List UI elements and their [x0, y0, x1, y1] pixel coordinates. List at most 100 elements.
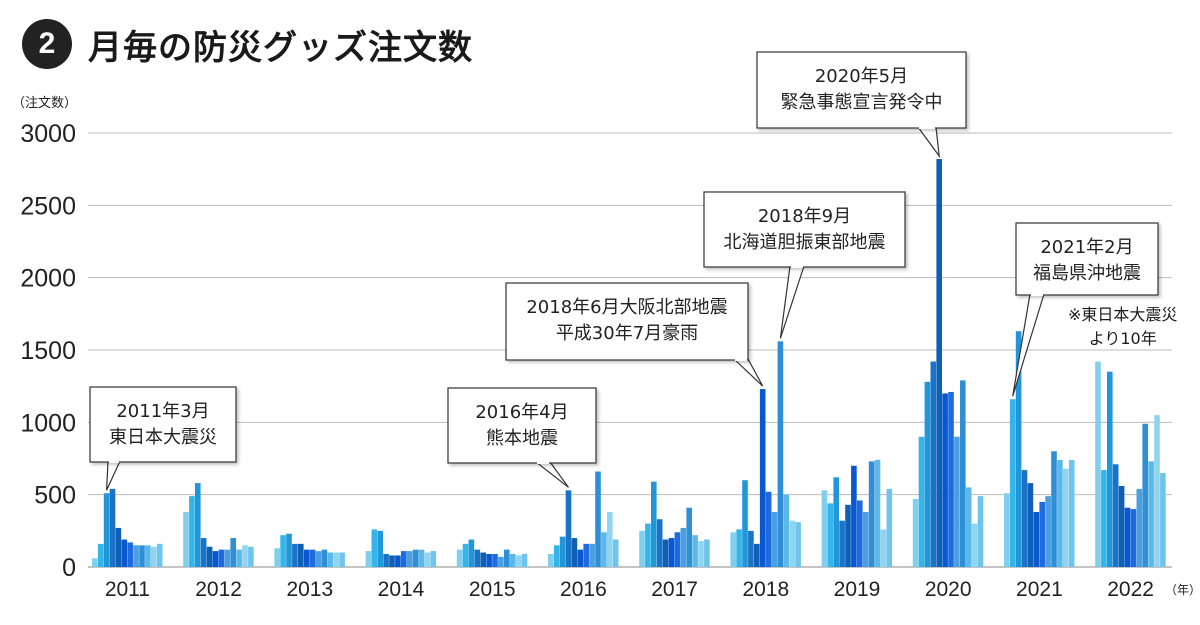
bar-2022-6: [1124, 507, 1131, 567]
bar-2017-10: [692, 535, 698, 567]
bar-2017-5: [662, 539, 669, 567]
y-tick-label: 1500: [20, 337, 76, 365]
y-tick-label: 2500: [20, 192, 76, 220]
bar-2012-10: [236, 549, 242, 567]
bar-2013-9: [321, 549, 328, 567]
bar-2012-7: [218, 549, 225, 567]
bar-2020-10: [965, 487, 972, 567]
bar-2019-6: [851, 465, 857, 567]
bar-2011-9: [139, 545, 145, 567]
bar-2020-1: [912, 499, 919, 567]
bar-2013-11: [333, 552, 339, 567]
x-tick-label: 2012: [195, 578, 242, 601]
bar-2018-8: [771, 512, 778, 567]
bar-2017-1: [639, 530, 645, 567]
bar-2015-2: [462, 543, 469, 567]
bar-2014-12: [430, 551, 437, 567]
bar-2013-7: [309, 549, 316, 567]
bar-2019-9: [868, 461, 875, 567]
callout-pointer: [779, 265, 805, 339]
bar-2016-2: [553, 545, 560, 567]
bar-2017-4: [656, 519, 663, 567]
bar-2017-8: [680, 527, 687, 567]
x-tick-label: 2018: [742, 578, 789, 601]
bar-2022-9: [1142, 423, 1148, 567]
bar-2017-9: [686, 507, 692, 567]
bar-2011-8: [133, 545, 139, 567]
bar-2016-8: [589, 543, 595, 567]
bar-2013-6: [303, 549, 310, 567]
bar-2022-12: [1160, 472, 1166, 567]
bar-2018-4: [748, 530, 754, 567]
bar-2013-3: [286, 533, 292, 567]
callout-box: [89, 386, 237, 463]
bar-2021-7: [1039, 501, 1045, 567]
bar-2014-7: [401, 551, 407, 567]
bar-2013-8: [315, 551, 322, 567]
annotation-note: ※東日本大震災 より10年: [1068, 303, 1177, 351]
bar-2011-5: [115, 527, 122, 567]
annotation-text: 2018年6月大阪北部地震: [526, 297, 727, 318]
x-tick-label: 2019: [834, 578, 881, 601]
bar-2021-1: [1004, 493, 1010, 567]
bar-2014-10: [418, 549, 425, 567]
bar-2017-11: [698, 540, 704, 567]
bar-2016-10: [601, 532, 607, 567]
bar-2015-4: [474, 549, 481, 567]
bar-2012-11: [242, 545, 248, 567]
x-axis-unit: （年）: [1165, 583, 1200, 597]
y-tick-label: 3000: [20, 120, 76, 148]
bar-2019-11: [880, 529, 887, 567]
chart-header: 2 月毎の防災グッズ注文数: [22, 18, 473, 70]
bar-2020-5: [936, 159, 942, 568]
bar-2014-3: [377, 530, 383, 567]
x-tick-label: 2015: [469, 578, 516, 601]
bar-2022-11: [1154, 415, 1160, 567]
x-tick-label: 2017: [651, 578, 698, 601]
bar-2017-3: [651, 481, 657, 567]
bar-2012-3: [195, 483, 201, 567]
bar-2011-4: [109, 488, 116, 567]
bar-2018-7: [765, 491, 772, 567]
bar-2012-9: [230, 538, 236, 567]
y-tick-label: 0: [62, 554, 76, 582]
bar-2018-2: [736, 529, 742, 567]
bar-2015-8: [498, 556, 504, 567]
bar-2012-6: [212, 551, 219, 567]
annotation-text: 福島県沖地震: [1033, 263, 1141, 284]
bar-2018-11: [789, 520, 795, 567]
bar-2015-7: [492, 553, 498, 567]
bar-2019-3: [833, 477, 839, 567]
bar-2016-5: [571, 538, 578, 567]
bar-2011-7: [127, 542, 133, 567]
y-tick-label: 500: [34, 482, 76, 510]
bar-2017-12: [704, 539, 710, 567]
bar-2022-3: [1107, 371, 1113, 567]
bar-2021-2: [1009, 399, 1016, 567]
bar-2016-7: [583, 543, 589, 567]
bar-2016-1: [548, 553, 554, 567]
bar-2015-1: [456, 549, 463, 567]
bar-2013-2: [280, 535, 286, 567]
bar-2020-3: [924, 381, 931, 567]
callout-pointer: [106, 460, 121, 491]
annotation-text: 2018年9月: [758, 206, 851, 227]
bar-2017-2: [645, 523, 651, 567]
y-axis-label: （注文数）: [12, 96, 77, 111]
bar-2018-3: [742, 480, 748, 567]
bar-2019-10: [874, 459, 881, 567]
annotation-text: 2021年2月: [1040, 237, 1133, 258]
callout-box: [447, 387, 597, 464]
callout-pointer: [732, 358, 764, 387]
annotation-text: 平成30年7月豪雨: [556, 323, 698, 344]
bar-2014-8: [406, 551, 413, 567]
annotation-note-line2: より10年: [1088, 329, 1157, 348]
bar-2017-6: [668, 538, 675, 567]
bar-2013-1: [274, 548, 280, 567]
bar-2015-11: [515, 555, 522, 567]
